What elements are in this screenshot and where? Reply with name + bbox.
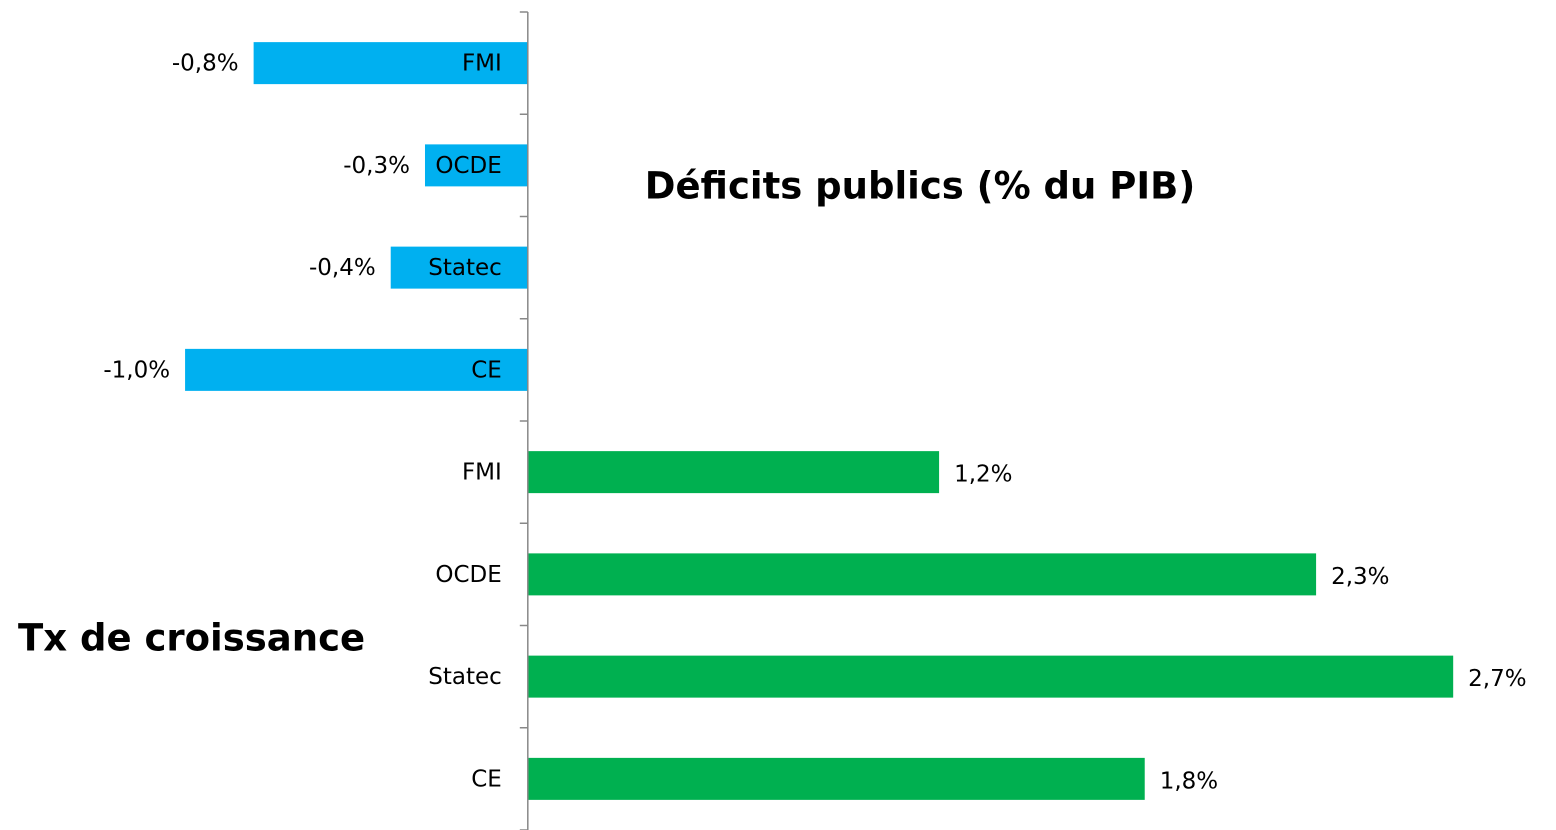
- annotation: Tx de croissance: [18, 617, 365, 660]
- bar: [185, 348, 528, 391]
- value-label: -0,3%: [343, 153, 410, 179]
- annotation: Déficits publics (% du PIB): [645, 165, 1196, 208]
- bar: [390, 246, 528, 289]
- value-label: 1,2%: [954, 462, 1012, 488]
- category-label: OCDE: [435, 562, 501, 588]
- value-label: 2,7%: [1468, 666, 1526, 692]
- category-label: Statec: [428, 255, 502, 281]
- value-label: -0,4%: [309, 255, 376, 281]
- category-label: CE: [471, 357, 502, 383]
- bar: [527, 553, 1317, 596]
- category-label: CE: [471, 766, 502, 792]
- bar: [527, 757, 1145, 800]
- category-label: FMI: [462, 51, 502, 77]
- bar: [424, 144, 528, 187]
- value-label: 1,8%: [1160, 768, 1218, 794]
- value-label: -1,0%: [103, 357, 170, 383]
- category-label: Statec: [428, 664, 502, 690]
- bar: [253, 42, 528, 85]
- category-label: FMI: [462, 460, 502, 486]
- bar: [527, 451, 940, 494]
- bar: [527, 655, 1454, 698]
- value-label: -0,8%: [172, 51, 239, 77]
- value-label: 2,3%: [1331, 564, 1389, 590]
- category-label: OCDE: [435, 153, 501, 179]
